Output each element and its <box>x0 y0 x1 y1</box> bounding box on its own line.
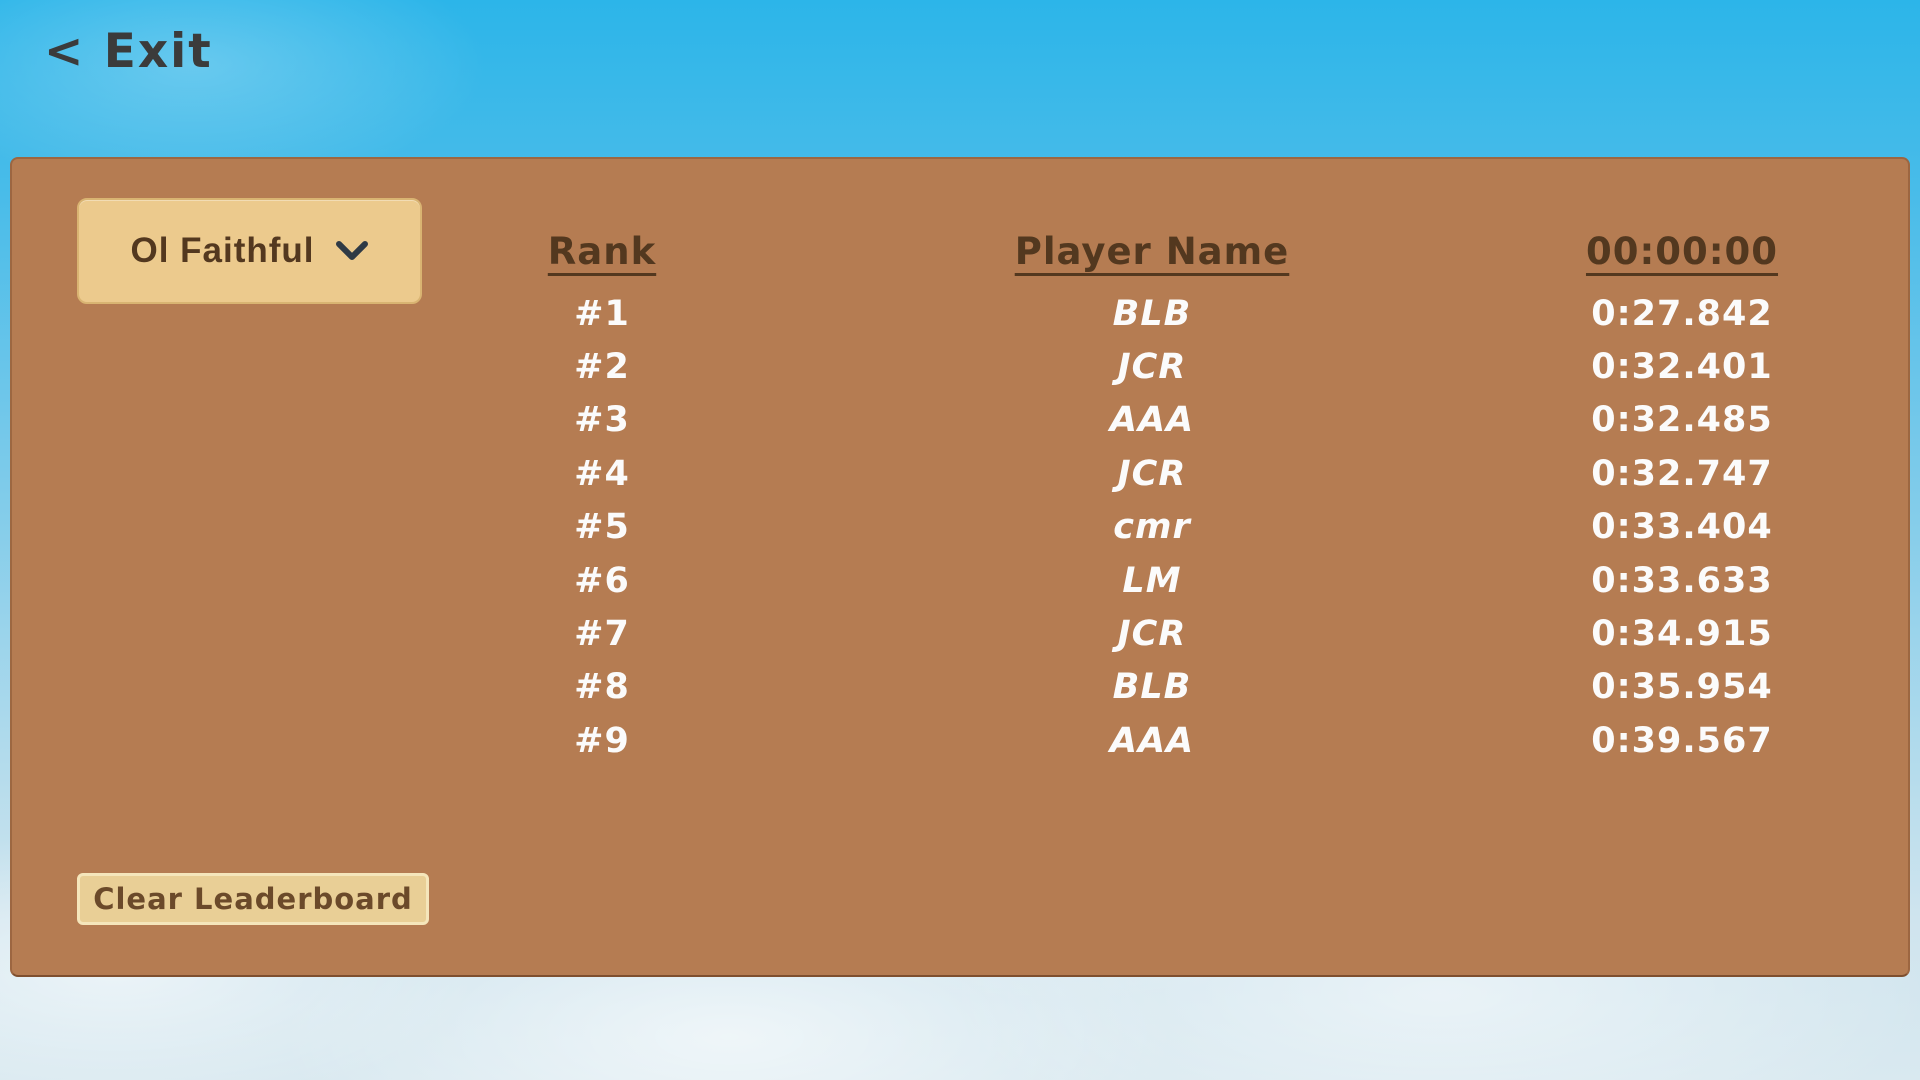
table-row: #6 LM 0:33.633 <box>12 554 1908 607</box>
exit-button[interactable]: < Exit <box>44 24 213 79</box>
player-name-cell: cmr <box>1113 507 1191 548</box>
table-row: #8 BLB 0:35.954 <box>12 661 1908 714</box>
table-row: #9 AAA 0:39.567 <box>12 714 1908 767</box>
clear-leaderboard-button[interactable]: Clear Leaderboard <box>77 873 429 925</box>
table-row: #4 JCR 0:32.747 <box>12 447 1908 500</box>
time-cell: 0:32.401 <box>1591 347 1773 388</box>
rank-cell: #7 <box>574 614 630 655</box>
player-column-header: Player Name <box>1014 230 1290 273</box>
player-name-cell: AAA <box>1109 720 1195 761</box>
level-dropdown-label: Ol Faithful <box>130 231 315 270</box>
time-column-header: 00:00:00 <box>1585 230 1779 273</box>
rank-column-header: Rank <box>547 230 657 273</box>
time-cell: 0:32.747 <box>1591 453 1773 494</box>
player-name-cell: LM <box>1122 560 1182 601</box>
time-cell: 0:35.954 <box>1591 667 1773 708</box>
rank-cell: #1 <box>574 293 630 334</box>
time-cell: 0:27.842 <box>1591 293 1773 334</box>
player-name-cell: BLB <box>1112 293 1192 334</box>
level-dropdown[interactable]: Ol Faithful <box>77 198 422 304</box>
time-cell: 0:39.567 <box>1591 720 1773 761</box>
table-row: #3 AAA 0:32.485 <box>12 394 1908 447</box>
rank-cell: #5 <box>574 507 630 548</box>
chevron-down-icon <box>335 239 369 263</box>
leaderboard-header: Rank Player Name 00:00:00 <box>12 221 1908 273</box>
rank-cell: #3 <box>574 400 630 441</box>
rank-cell: #9 <box>574 720 630 761</box>
table-row: #7 JCR 0:34.915 <box>12 607 1908 660</box>
time-cell: 0:34.915 <box>1591 614 1773 655</box>
rank-cell: #2 <box>574 347 630 388</box>
table-row: #2 JCR 0:32.401 <box>12 340 1908 393</box>
player-name-cell: AAA <box>1109 400 1195 441</box>
player-name-cell: JCR <box>1117 347 1187 388</box>
leaderboard-rows: #1 BLB 0:27.842 #2 JCR 0:32.401 #3 AAA 0:32.485 #… <box>12 287 1908 768</box>
table-row: #1 BLB 0:27.842 <box>12 287 1908 340</box>
rank-cell: #4 <box>574 453 630 494</box>
time-cell: 0:33.404 <box>1591 507 1773 548</box>
time-cell: 0:32.485 <box>1591 400 1773 441</box>
player-name-cell: BLB <box>1112 667 1192 708</box>
table-row: #5 cmr 0:33.404 <box>12 501 1908 554</box>
time-cell: 0:33.633 <box>1591 560 1773 601</box>
player-name-cell: JCR <box>1117 614 1187 655</box>
player-name-cell: JCR <box>1117 453 1187 494</box>
rank-cell: #6 <box>574 560 630 601</box>
rank-cell: #8 <box>574 667 630 708</box>
leaderboard-panel: Ol Faithful Rank Player Name 00:00:00 #1… <box>10 157 1910 977</box>
